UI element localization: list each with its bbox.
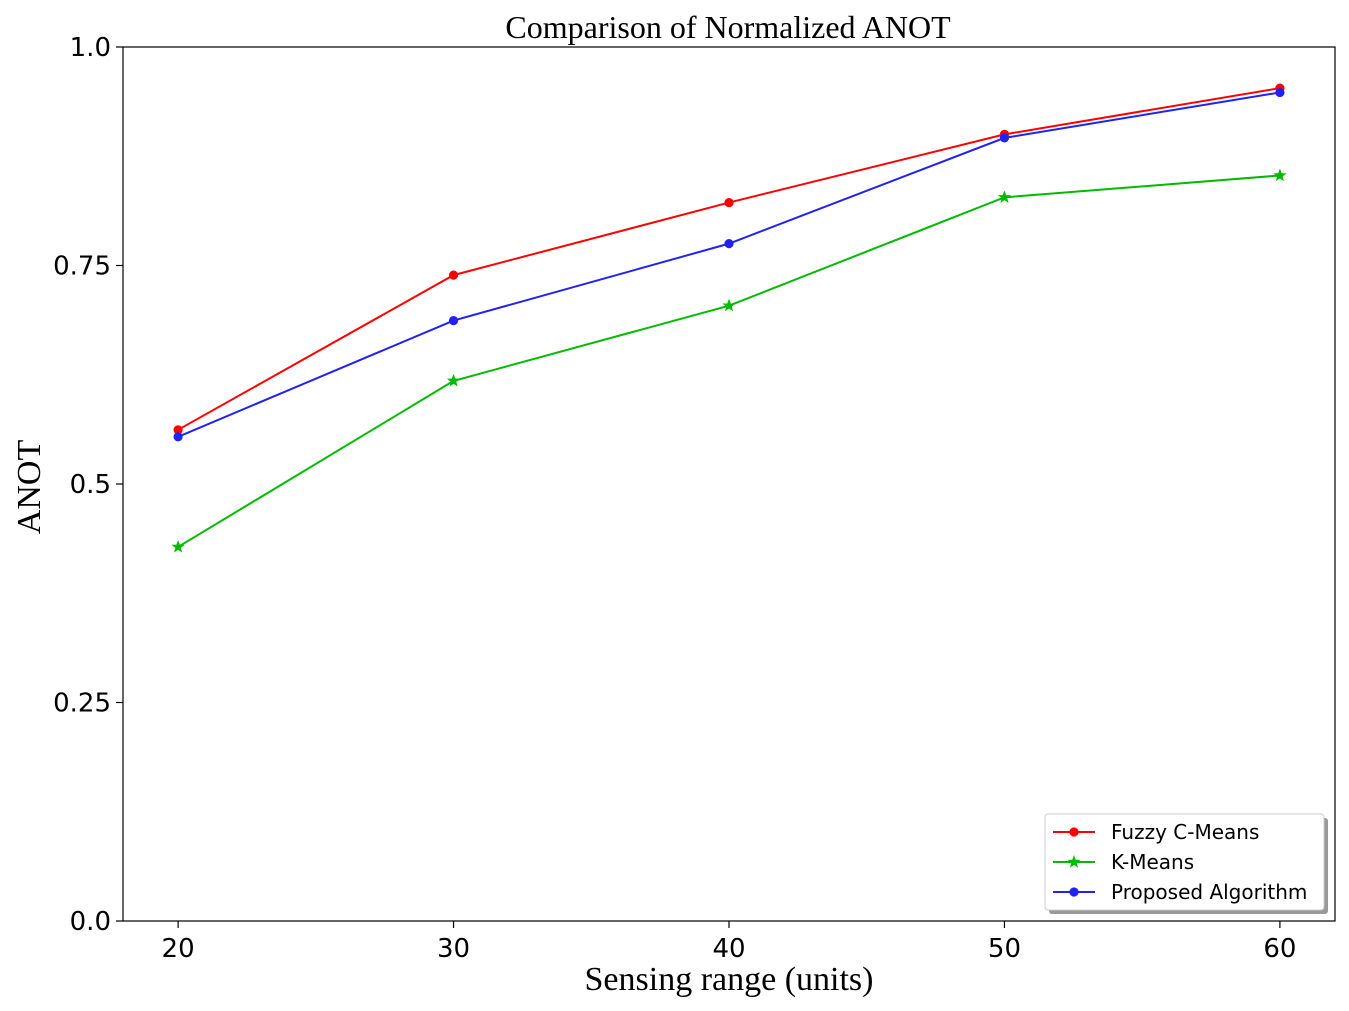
series-line-proposed-algorithm [177, 91, 1281, 438]
series-k-means [171, 168, 1287, 553]
x-tick-label: 60 [1263, 934, 1296, 964]
legend-item-k-means: K-Means [1053, 850, 1194, 874]
legend-item-proposed-algorithm: Proposed Algorithm [1053, 880, 1307, 904]
x-tick-label: 30 [437, 934, 470, 964]
data-point-proposed-algorithm [1275, 87, 1285, 98]
data-point-proposed-algorithm [173, 432, 183, 442]
data-point-k-means [171, 539, 185, 553]
series-proposed-algorithm [173, 87, 1285, 442]
data-point-fuzzy-c-means [724, 197, 734, 208]
x-tick-label: 20 [162, 934, 195, 964]
data-point-k-means [1273, 168, 1287, 182]
series-fuzzy-c-means [173, 83, 1285, 435]
x-tick-label: 50 [988, 934, 1021, 964]
data-point-k-means [722, 298, 736, 312]
data-point-k-means [997, 190, 1012, 203]
data-point-proposed-algorithm [448, 315, 459, 326]
y-axis-label: ANOT [11, 440, 48, 535]
legend-swatch-marker [1069, 887, 1079, 897]
data-point-proposed-algorithm [724, 239, 734, 249]
y-tick-label: 0.75 [53, 252, 111, 282]
chart-title: Comparison of Normalized ANOT [505, 9, 951, 45]
y-tick-label: 1.0 [70, 33, 111, 63]
y-tick-label: 0.25 [53, 689, 111, 719]
data-point-fuzzy-c-means [173, 425, 183, 435]
data-point-k-means [446, 373, 461, 387]
legend-label: K-Means [1111, 850, 1194, 874]
legend-swatch-marker [1067, 855, 1081, 868]
legend-label: Fuzzy C-Means [1111, 820, 1259, 844]
series-line-fuzzy-c-means [177, 87, 1281, 431]
x-tick-label: 40 [712, 934, 745, 964]
x-axis: 20 30 40 50 60 [162, 921, 1296, 964]
series-line-k-means [177, 174, 1280, 548]
y-axis: 0.0 0.25 0.5 0.75 1.0 [53, 33, 123, 937]
legend-swatch-marker [1069, 827, 1079, 837]
data-point-proposed-algorithm [999, 133, 1010, 143]
data-point-fuzzy-c-means [448, 270, 459, 280]
plot-area-frame [122, 46, 1336, 922]
legend-item-fuzzy-c-means: Fuzzy C-Means [1053, 820, 1259, 844]
y-tick-label: 0.5 [70, 470, 111, 500]
x-axis-label: Sensing range (units) [585, 961, 874, 998]
legend-box [1044, 813, 1325, 911]
series-layer [171, 83, 1287, 553]
legend: Fuzzy C-Means K-Means Proposed Algorithm [1044, 813, 1328, 914]
y-tick-label: 0.0 [70, 907, 111, 937]
legend-label: Proposed Algorithm [1111, 880, 1307, 904]
